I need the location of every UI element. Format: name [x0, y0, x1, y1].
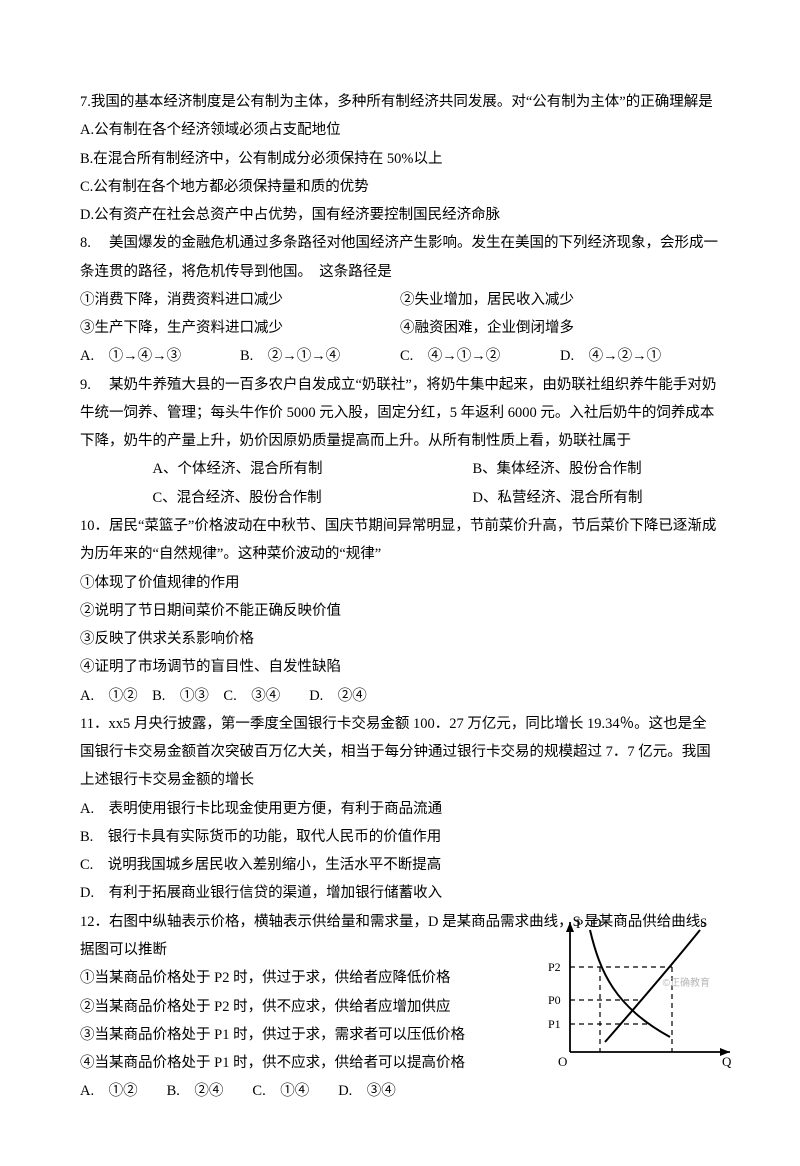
svg-text:D: D — [592, 915, 601, 930]
q7-option-d: D.公有资产在社会总资产中占优势，国有经济要控制国民经济命脉 — [80, 201, 720, 229]
q8-clause-3: ③生产下降，生产资料进口减少 — [80, 314, 400, 342]
q11-option-c: C. 说明我国城乡居民收入差别缩小，生活水平不断提高 — [80, 851, 720, 879]
q10-clause-1: ①体现了价值规律的作用 — [80, 569, 720, 597]
q8-option-c: C. ④→①→② — [400, 342, 560, 370]
q11-option-b: B. 银行卡具有实际货币的功能，取代人民币的价值作用 — [80, 823, 720, 851]
q12-options: A. ①② B. ②④ C. ①④ D. ③④ — [80, 1077, 720, 1105]
q9-option-d: D、私营经济、混合所有制 — [473, 484, 643, 512]
q7-stem: 7.我国的基本经济制度是公有制为主体，多种所有制经济共同发展。对“公有制为主体”… — [80, 88, 720, 116]
chart-watermark: ©正确教育 — [663, 974, 710, 994]
q8-option-a: A. ①→④→③ — [80, 342, 240, 370]
q10-options: A. ①② B. ①③ C. ③④ D. ②④ — [80, 682, 720, 710]
q8-clause-1: ①消费下降，消费资料进口减少 — [80, 286, 400, 314]
q11-option-a: A. 表明使用银行卡比现金使用更方便，有利于商品流通 — [80, 795, 720, 823]
q10-clause-3: ③反映了供求关系影响价格 — [80, 625, 720, 653]
q8-stem: 8. 美国爆发的金融危机通过多条路径对他国经济产生影响。发生在美国的下列经济现象… — [80, 229, 720, 286]
svg-text:P: P — [576, 916, 583, 931]
q10-stem: 10．居民“菜篮子”价格波动在中秋节、国庆节期间异常明显，节前菜价升高，节后菜价… — [80, 512, 720, 569]
q9-option-a: A、个体经济、混合所有制 — [80, 455, 473, 483]
q11-stem: 11．xx5 月央行披露，第一季度全国银行卡交易金额 100．27 万亿元，同比… — [80, 710, 720, 795]
q8-clause-2: ②失业增加，居民收入减少 — [400, 286, 720, 314]
q11-option-d: D. 有利于拓展商业银行信贷的渠道，增加银行储蓄收入 — [80, 879, 720, 907]
q10-clause-2: ②说明了节日期间菜价不能正确反映价值 — [80, 597, 720, 625]
q8-clause-4: ④融资困难，企业倒闭增多 — [400, 314, 720, 342]
q9-option-c: C、混合经济、股份合作制 — [80, 484, 473, 512]
q7-option-c: C.公有制在各个地方都必须保持量和质的优势 — [80, 173, 720, 201]
svg-text:P0: P0 — [548, 993, 561, 1007]
q8-option-d: D. ④→②→① — [560, 342, 720, 370]
svg-text:Q: Q — [722, 1054, 732, 1069]
q9-option-b: B、集体经济、股份合作制 — [473, 455, 642, 483]
q10-clause-4: ④证明了市场调节的盲目性、自发性缺陷 — [80, 653, 720, 681]
svg-text:P2: P2 — [548, 960, 561, 974]
svg-text:P1: P1 — [548, 1017, 561, 1031]
q8-option-b: B. ②→①→④ — [240, 342, 400, 370]
q7-option-a: A.公有制在各个经济领域必须占支配地位 — [80, 116, 720, 144]
svg-text:S: S — [700, 915, 707, 930]
supply-demand-chart: PD S P2 P0 P1 O Q ©正确教育 — [540, 912, 740, 1072]
q9-stem: 9. 某奶牛养殖大县的一百多农户自发成立“奶联社”，将奶牛集中起来，由奶联社组织… — [80, 371, 720, 456]
svg-text:O: O — [558, 1054, 567, 1069]
q7-option-b: B.在混合所有制经济中，公有制成分必须保持在 50%以上 — [80, 145, 720, 173]
